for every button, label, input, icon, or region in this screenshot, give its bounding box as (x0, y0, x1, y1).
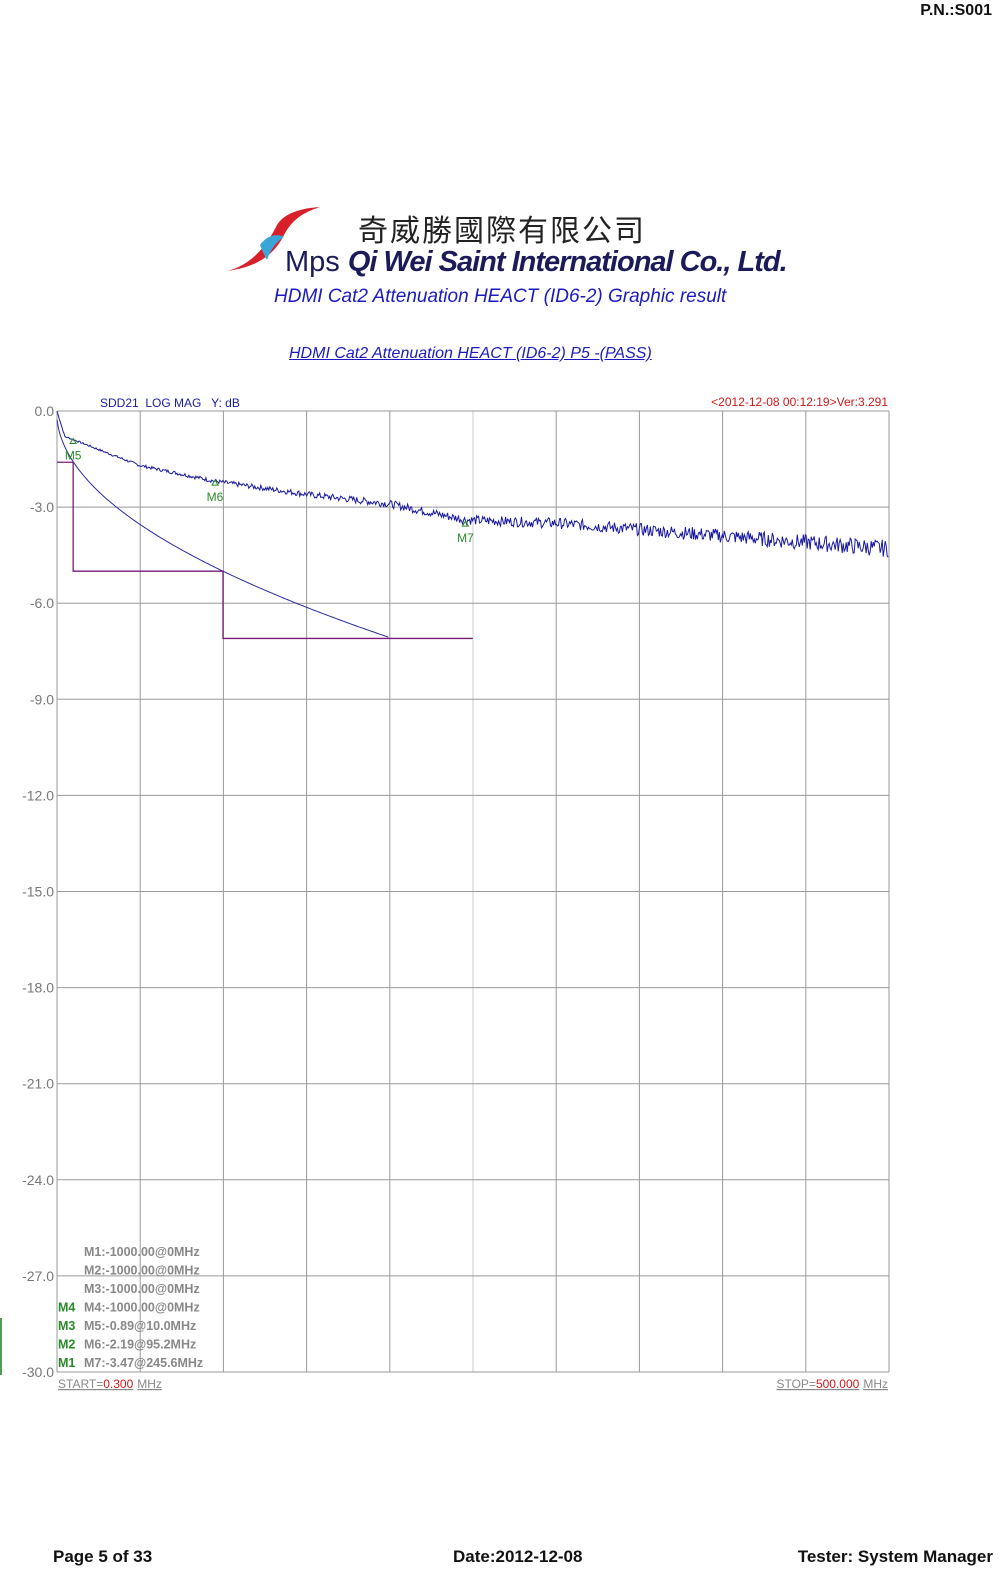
chart: 0.0 -3.0 -6.0 -9.0 -12.0 -15.0 -18.0 -21.0 -24.0… (0, 395, 890, 1391)
y-tick-label: -24.0 (22, 1172, 54, 1188)
y-tick-label: -21.0 (22, 1076, 54, 1092)
page-number: Page 5 of 33 (53, 1547, 153, 1566)
start-label: START= (58, 1377, 103, 1391)
company-chinese-name: 奇威勝國際有限公司 (358, 214, 646, 249)
marker-triangle-icon (461, 520, 470, 527)
y-tick-label: -27.0 (22, 1268, 54, 1284)
start-unit: MHz (137, 1377, 162, 1391)
marker-triangle-icon (211, 479, 219, 486)
marker-tag: M1 (58, 1356, 75, 1370)
y-tick-label: -3.0 (30, 499, 54, 515)
y-tick-label: 0.0 (35, 403, 55, 419)
marker-triangle-icon (69, 437, 78, 445)
report-date: Date:2012-12-08 (453, 1547, 583, 1566)
stop-label: STOP= (776, 1377, 815, 1391)
marker-label: M7 (457, 531, 474, 545)
marker-label: M5 (65, 449, 82, 463)
company-name: Mps Qi Wei Saint International Co., Ltd. (285, 246, 788, 279)
y-tick-label: -18.0 (22, 980, 54, 996)
series-measured-line (56, 410, 889, 558)
marker-tag: M4 (58, 1301, 75, 1315)
marker-table-row: M3:-1000.00@0MHz (84, 1282, 200, 1296)
company-logo-icon (227, 207, 320, 271)
grid (56, 410, 890, 1373)
tester: Tester: System Manager (797, 1547, 993, 1566)
brand: Mps (285, 246, 340, 278)
markers: M5 M6 M7 (65, 437, 474, 545)
marker-table-row: M5:-0.89@10.0MHz (84, 1319, 196, 1333)
series (56, 410, 889, 640)
trace-label: SDD21 LOG MAG Y: dB (100, 396, 240, 410)
timestamp: <2012-12-08 00:12:19>Ver:3.291 (711, 395, 888, 409)
y-tick-label: -30.0 (22, 1364, 54, 1380)
report-subtitle: HDMI Cat2 Attenuation HEACT (ID6-2) Grap… (274, 286, 727, 307)
company-english-name: Qi Wei Saint International Co., Ltd. (347, 246, 788, 278)
start-value: 0.300 (103, 1377, 133, 1391)
marker-table-row: M1:-1000.00@0MHz (84, 1245, 200, 1259)
marker-table-row: M7:-3.47@245.6MHz (84, 1356, 203, 1370)
y-ticks: 0.0 -3.0 -6.0 -9.0 -12.0 -15.0 -18.0 -21.0 -24.0… (22, 403, 54, 1380)
y-tick-label: -9.0 (30, 691, 54, 707)
marker-table-row: M4:-1000.00@0MHz (84, 1301, 200, 1315)
part-number: P.N.:S001 (920, 2, 992, 19)
series-limit-line (57, 461, 473, 640)
stop-unit: MHz (863, 1377, 888, 1391)
y-tick-label: -15.0 (22, 884, 54, 900)
marker-table-row: M6:-2.19@95.2MHz (84, 1338, 196, 1352)
y-tick-label: -6.0 (30, 595, 54, 611)
marker-tag: M3 (58, 1319, 75, 1333)
marker-table: M1:-1000.00@0MHz M2:-1000.00@0MHz M3:-1000… (58, 1245, 203, 1370)
stop-value: 500.000 (816, 1377, 860, 1391)
chart-title: HDMI Cat2 Attenuation HEACT (ID6-2) P5 -… (289, 345, 652, 362)
y-tick-label: -12.0 (22, 787, 54, 803)
marker-label: M6 (207, 490, 224, 504)
marker-table-row: M2:-1000.00@0MHz (84, 1264, 200, 1278)
marker-tag: M2 (58, 1338, 75, 1352)
